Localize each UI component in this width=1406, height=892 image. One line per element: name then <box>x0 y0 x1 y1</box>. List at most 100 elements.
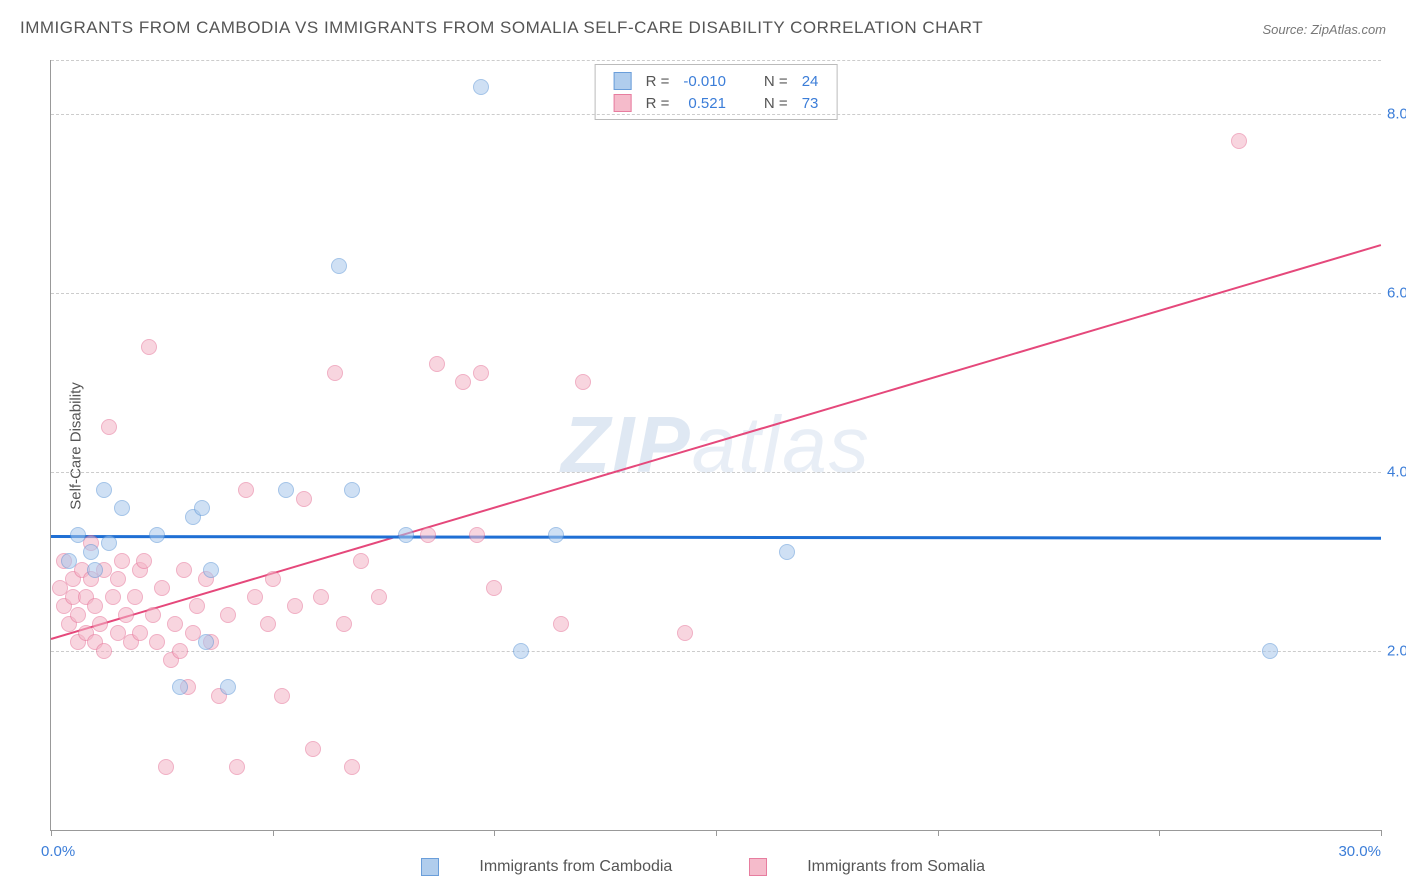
point-somalia <box>287 598 303 614</box>
point-cambodia <box>198 634 214 650</box>
swatch-cambodia <box>614 72 632 90</box>
y-tick-label: 2.0% <box>1387 642 1406 659</box>
point-somalia <box>149 634 165 650</box>
x-tick-mark <box>1159 830 1160 836</box>
point-somalia <box>575 374 591 390</box>
point-cambodia <box>513 643 529 659</box>
point-somalia <box>105 589 121 605</box>
point-cambodia <box>101 535 117 551</box>
point-somalia <box>313 589 329 605</box>
point-somalia <box>305 741 321 757</box>
x-tick-mark <box>51 830 52 836</box>
point-somalia <box>141 339 157 355</box>
y-tick-label: 8.0% <box>1387 105 1406 122</box>
point-somalia <box>158 759 174 775</box>
point-cambodia <box>61 553 77 569</box>
point-somalia <box>145 607 161 623</box>
point-cambodia <box>473 79 489 95</box>
gridline <box>51 651 1381 652</box>
point-cambodia <box>1262 643 1278 659</box>
point-cambodia <box>87 562 103 578</box>
legend-row-somalia: R = 0.521 N = 73 <box>608 93 825 113</box>
legend-row-cambodia: R = -0.010 N = 24 <box>608 71 825 91</box>
point-somalia <box>114 553 130 569</box>
point-somalia <box>229 759 245 775</box>
point-somalia <box>247 589 263 605</box>
gridline <box>51 293 1381 294</box>
point-somalia <box>96 643 112 659</box>
point-somalia <box>677 625 693 641</box>
point-somalia <box>87 598 103 614</box>
point-somalia <box>101 419 117 435</box>
point-somalia <box>176 562 192 578</box>
point-cambodia <box>331 258 347 274</box>
y-tick-label: 4.0% <box>1387 463 1406 480</box>
chart-title: IMMIGRANTS FROM CAMBODIA VS IMMIGRANTS F… <box>20 18 983 38</box>
y-tick-label: 6.0% <box>1387 284 1406 301</box>
point-somalia <box>238 482 254 498</box>
point-cambodia <box>278 482 294 498</box>
point-cambodia <box>83 544 99 560</box>
point-cambodia <box>398 527 414 543</box>
gridline <box>51 472 1381 473</box>
point-somalia <box>70 607 86 623</box>
gridline <box>51 114 1381 115</box>
point-cambodia <box>220 679 236 695</box>
point-somalia <box>127 589 143 605</box>
point-somalia <box>167 616 183 632</box>
x-tick-mark <box>938 830 939 836</box>
point-somalia <box>274 688 290 704</box>
trend-line <box>51 535 1381 540</box>
point-somalia <box>473 365 489 381</box>
point-somalia <box>420 527 436 543</box>
point-cambodia <box>149 527 165 543</box>
point-somalia <box>265 571 281 587</box>
point-somalia <box>110 571 126 587</box>
point-somalia <box>429 356 445 372</box>
point-somalia <box>371 589 387 605</box>
x-tick-mark <box>1381 830 1382 836</box>
source-label: Source: ZipAtlas.com <box>1262 22 1386 37</box>
point-somalia <box>136 553 152 569</box>
point-somalia <box>189 598 205 614</box>
point-somalia <box>118 607 134 623</box>
point-somalia <box>327 365 343 381</box>
point-cambodia <box>203 562 219 578</box>
point-somalia <box>455 374 471 390</box>
point-cambodia <box>548 527 564 543</box>
point-somalia <box>469 527 485 543</box>
watermark: ZIPatlas <box>561 399 870 491</box>
point-somalia <box>1231 133 1247 149</box>
point-somalia <box>353 553 369 569</box>
series-legend: Immigrants from Cambodia Immigrants from… <box>0 858 1406 876</box>
scatter-plot-area: ZIPatlas R = -0.010 N = 24 R = 0.521 N =… <box>50 60 1381 831</box>
point-cambodia <box>114 500 130 516</box>
legend-item-cambodia: Immigrants from Cambodia <box>403 858 695 875</box>
swatch-cambodia <box>421 858 439 876</box>
point-somalia <box>132 625 148 641</box>
point-somalia <box>344 759 360 775</box>
x-tick-mark <box>273 830 274 836</box>
point-cambodia <box>96 482 112 498</box>
swatch-somalia <box>749 858 767 876</box>
point-cambodia <box>172 679 188 695</box>
swatch-somalia <box>614 94 632 112</box>
point-somalia <box>486 580 502 596</box>
point-somalia <box>260 616 276 632</box>
point-somalia <box>296 491 312 507</box>
point-somalia <box>336 616 352 632</box>
point-somalia <box>553 616 569 632</box>
point-somalia <box>92 616 108 632</box>
x-tick-mark <box>716 830 717 836</box>
trend-line <box>51 244 1382 640</box>
point-somalia <box>220 607 236 623</box>
x-tick-mark <box>494 830 495 836</box>
point-cambodia <box>779 544 795 560</box>
point-somalia <box>172 643 188 659</box>
point-cambodia <box>70 527 86 543</box>
point-somalia <box>154 580 170 596</box>
correlation-legend: R = -0.010 N = 24 R = 0.521 N = 73 <box>595 64 838 120</box>
legend-item-somalia: Immigrants from Somalia <box>731 858 1003 875</box>
point-cambodia <box>194 500 210 516</box>
point-cambodia <box>344 482 360 498</box>
